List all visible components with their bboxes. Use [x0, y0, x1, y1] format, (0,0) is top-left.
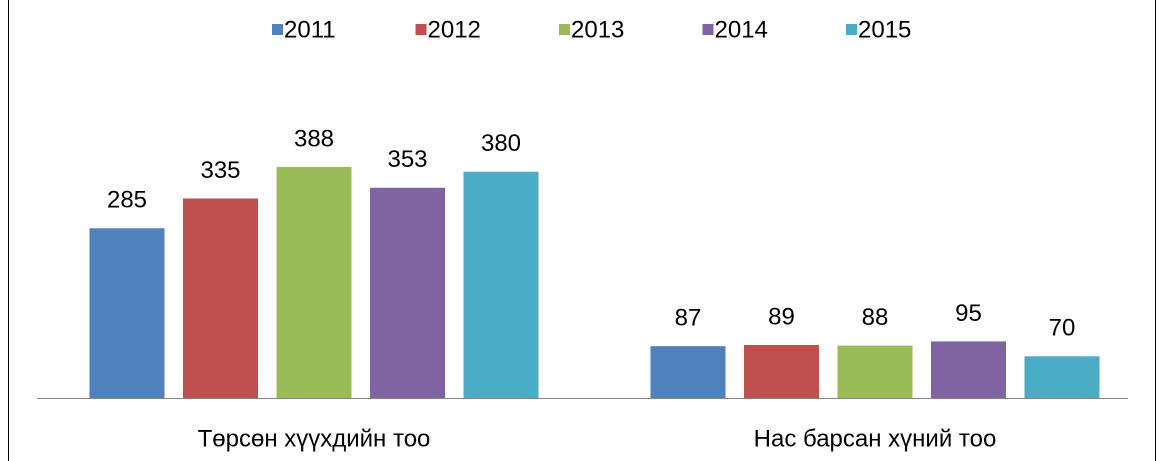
legend-swatch	[415, 24, 427, 35]
legend-swatch	[702, 24, 714, 35]
legend-label: 2015	[858, 16, 911, 43]
data-label: 95	[955, 300, 982, 327]
bar	[744, 344, 819, 398]
legend-label: 2011	[284, 16, 336, 43]
data-label: 285	[107, 187, 147, 214]
legend-label: 2012	[428, 16, 481, 43]
bar	[183, 198, 258, 398]
x-tick-label: Төрсөн хүүхдийн тоо	[198, 425, 431, 452]
legend-label: 2014	[715, 16, 768, 43]
legend-label: 2013	[571, 16, 624, 43]
data-label: 335	[200, 157, 240, 184]
bar	[837, 345, 913, 398]
data-label: 388	[294, 125, 334, 152]
data-label: 380	[481, 130, 521, 157]
bar	[1024, 356, 1100, 398]
bar	[463, 171, 539, 398]
chart-border	[8, 0, 1156, 461]
legend-swatch	[846, 24, 857, 35]
legend-swatch	[559, 24, 570, 35]
data-label: 88	[862, 304, 889, 331]
legend-swatch	[272, 24, 283, 35]
data-label: 70	[1049, 315, 1076, 342]
bar	[370, 187, 445, 398]
data-label: 87	[675, 305, 702, 332]
x-tick-label: Нас барсан хүний тоо	[754, 425, 997, 452]
bar	[276, 166, 352, 398]
bar	[931, 341, 1006, 398]
data-label: 353	[387, 146, 427, 173]
bar	[650, 346, 726, 398]
bar	[89, 228, 165, 398]
data-label: 89	[768, 303, 795, 330]
